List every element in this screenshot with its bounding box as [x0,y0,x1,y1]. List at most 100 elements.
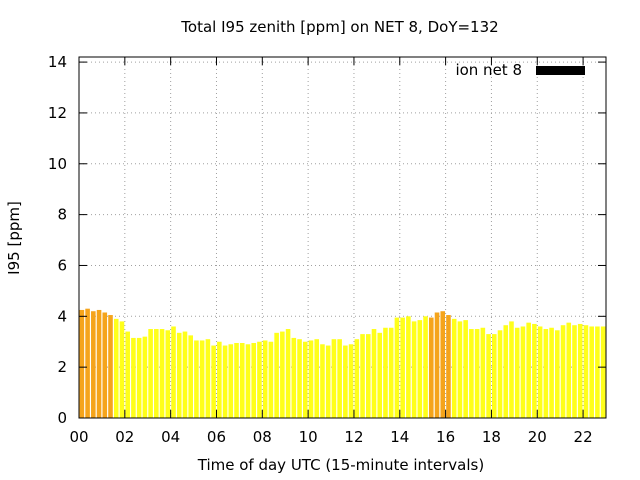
y-tick-label: 6 [57,256,67,274]
bar [595,326,600,418]
bar [371,329,377,418]
x-axis-ticks: 00 02 04 06 08 10 12 14 16 18 20 22 [69,57,593,446]
bar [411,321,417,418]
bar [577,323,583,418]
x-tick-label: 04 [161,428,180,446]
bar [308,340,314,418]
bar [400,317,405,418]
bar [331,339,337,418]
legend-swatch [536,66,585,75]
bar [566,322,572,418]
bar [268,341,274,418]
bar [291,337,297,418]
x-tick-label: 14 [390,428,409,446]
bar [451,318,457,418]
bar [91,311,96,418]
bar [285,329,291,418]
x-axis-label: Time of day UTC (15-minute intervals) [197,456,484,474]
x-tick-label: 00 [69,428,88,446]
bar [474,329,480,418]
bar [234,343,239,418]
bar [85,308,90,418]
bar [102,312,108,418]
bar [532,323,537,418]
bar [543,329,549,418]
bar [142,336,148,418]
bar [457,321,463,418]
bar [406,316,411,418]
bar [257,341,262,418]
bar [113,318,119,418]
bar [148,329,153,418]
bar [348,344,354,418]
bar [560,325,566,418]
bar [503,325,509,418]
y-tick-label: 4 [57,307,67,325]
bar [377,332,383,418]
bar [171,326,176,418]
legend: ion net 8 [455,61,585,79]
bar [343,345,348,418]
bar [428,317,434,418]
bar [583,325,589,418]
bar [302,341,308,418]
bar [383,327,388,418]
bar [228,344,234,418]
bar [555,330,560,418]
y-tick-label: 12 [48,104,67,122]
bar [222,345,228,418]
y-tick-label: 2 [57,358,67,376]
bar [79,309,85,418]
bar [205,339,211,418]
bar [251,343,257,418]
bar [469,329,474,418]
bar [509,321,514,418]
bar [417,320,423,418]
bar [325,345,331,418]
bar [388,327,394,418]
bar [136,337,142,418]
bar [549,327,554,418]
bar [360,334,365,418]
bar [239,343,245,418]
x-tick-label: 22 [574,428,593,446]
bar [492,334,497,418]
bar [486,334,491,418]
bar [423,316,428,418]
bar [514,327,520,418]
bar [337,339,342,418]
bar [520,326,526,418]
y-axis-label: I95 [ppm] [5,201,23,275]
bar [320,344,325,418]
grid [79,57,606,418]
y-tick-label: 14 [48,53,67,71]
bar [365,334,371,418]
bar [199,340,205,418]
y-tick-label: 8 [57,206,67,224]
x-tick-label: 02 [115,428,134,446]
y-tick-label: 0 [57,409,67,427]
bar [131,337,136,418]
bar [600,326,606,418]
x-tick-label: 20 [528,428,547,446]
bar [537,326,543,418]
bar [497,330,503,418]
bar [314,339,320,418]
bar [119,321,125,418]
bar [526,322,531,418]
bars [79,308,606,418]
bar [463,320,468,418]
bar [434,312,440,418]
bar [280,331,285,418]
bar [154,329,159,418]
bar [274,332,279,418]
bar [297,339,302,418]
bar [262,340,268,418]
chart-title: Total I95 zenith [ppm] on NET 8, DoY=132 [180,18,498,36]
x-tick-label: 10 [299,428,318,446]
bar [572,325,577,418]
bar [211,345,216,418]
x-tick-label: 12 [344,428,363,446]
bar [354,339,360,418]
